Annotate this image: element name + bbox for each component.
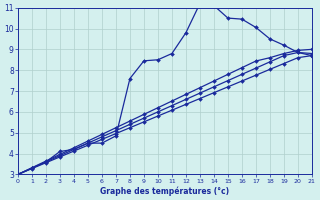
X-axis label: Graphe des températures (°c): Graphe des températures (°c) xyxy=(100,186,229,196)
